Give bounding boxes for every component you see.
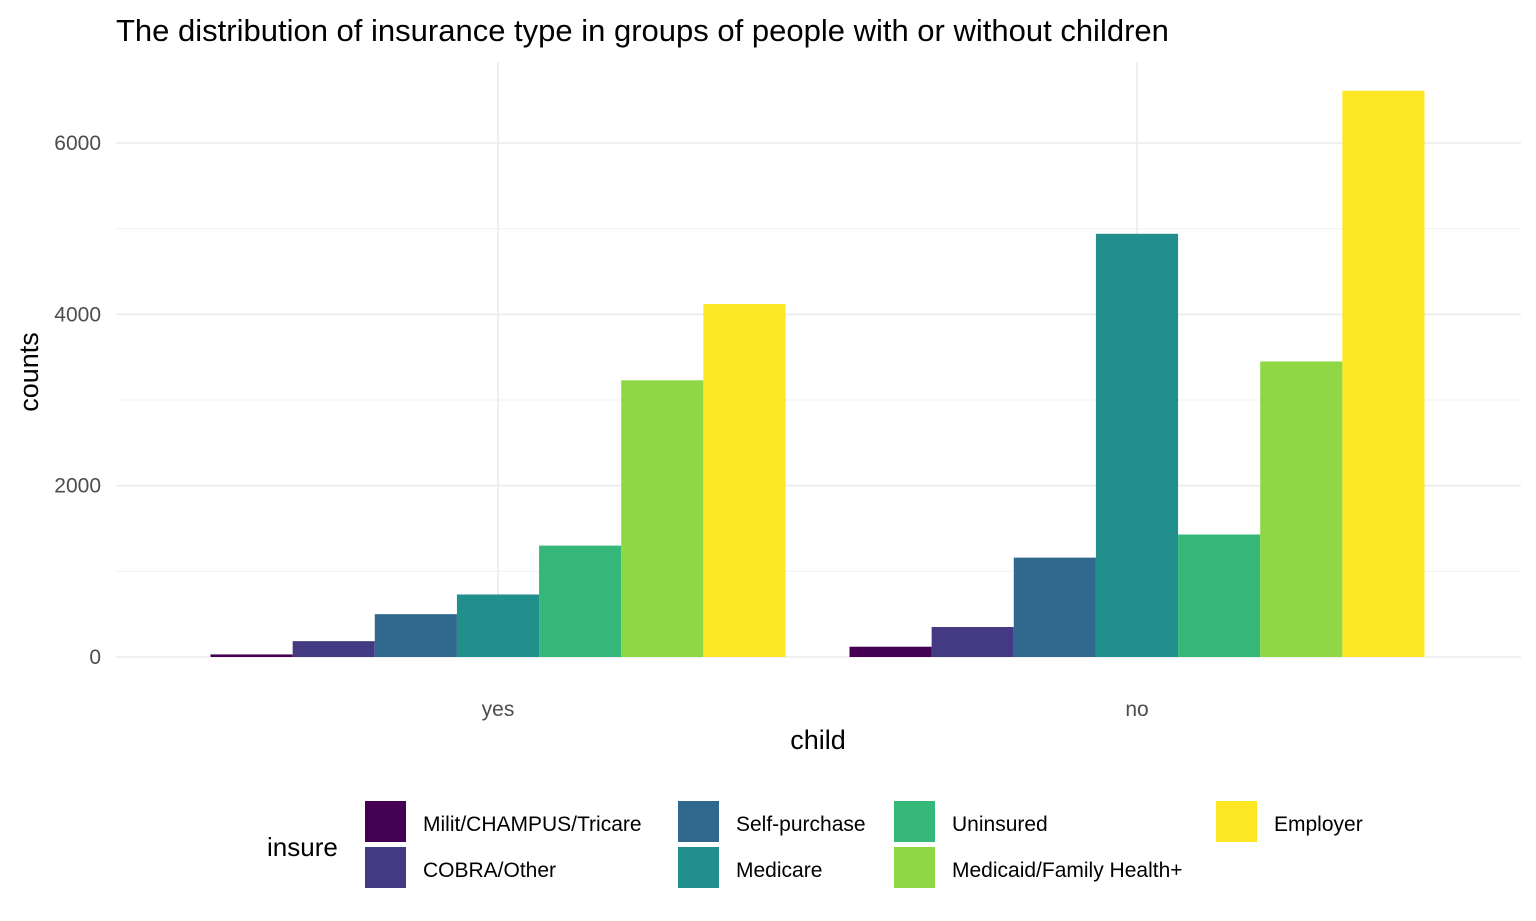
legend-key bbox=[365, 801, 406, 842]
legend-label: Uninsured bbox=[952, 813, 1048, 836]
bar bbox=[374, 614, 457, 657]
legend: insure Milit/CHAMPUS/Tricare COBRA/Other S… bbox=[267, 801, 1363, 888]
legend-label: Employer bbox=[1274, 813, 1363, 836]
bar bbox=[1260, 361, 1343, 657]
legend-key bbox=[678, 801, 719, 842]
bar bbox=[703, 304, 786, 657]
legend-key bbox=[365, 847, 406, 888]
legend-label: Medicaid/Family Health+ bbox=[952, 859, 1183, 882]
bar bbox=[1178, 534, 1261, 657]
y-tick-label: 2000 bbox=[54, 475, 101, 498]
bar bbox=[621, 380, 704, 657]
legend-label: Self-purchase bbox=[736, 813, 866, 836]
legend-key bbox=[894, 847, 935, 888]
legend-title: insure bbox=[267, 832, 338, 862]
bar bbox=[210, 654, 293, 657]
legend-label: Milit/CHAMPUS/Tricare bbox=[423, 813, 642, 836]
y-axis-title: counts bbox=[14, 332, 44, 412]
x-tick-label: yes bbox=[482, 698, 515, 721]
y-tick-label: 0 bbox=[89, 646, 101, 669]
bar bbox=[1342, 90, 1425, 657]
x-tick-label: no bbox=[1125, 698, 1148, 721]
y-tick-label: 4000 bbox=[54, 303, 101, 326]
y-axis-ticks: 0 2000 4000 6000 bbox=[54, 132, 101, 669]
bar bbox=[1013, 557, 1096, 657]
bar bbox=[292, 641, 375, 657]
legend-label: COBRA/Other bbox=[423, 859, 556, 882]
bar bbox=[849, 646, 932, 657]
x-axis-ticks: yes no bbox=[482, 698, 1149, 721]
legend-key bbox=[1216, 801, 1257, 842]
legend-key bbox=[894, 801, 935, 842]
bar bbox=[1095, 233, 1179, 657]
legend-label: Medicare bbox=[736, 859, 822, 882]
x-axis-title: child bbox=[790, 725, 846, 755]
bar bbox=[539, 545, 622, 657]
legend-key bbox=[678, 847, 719, 888]
chart-title: The distribution of insurance type in gr… bbox=[116, 13, 1169, 48]
bar bbox=[456, 594, 540, 657]
bar bbox=[931, 627, 1014, 657]
bars bbox=[210, 90, 1425, 657]
y-tick-label: 6000 bbox=[54, 132, 101, 155]
